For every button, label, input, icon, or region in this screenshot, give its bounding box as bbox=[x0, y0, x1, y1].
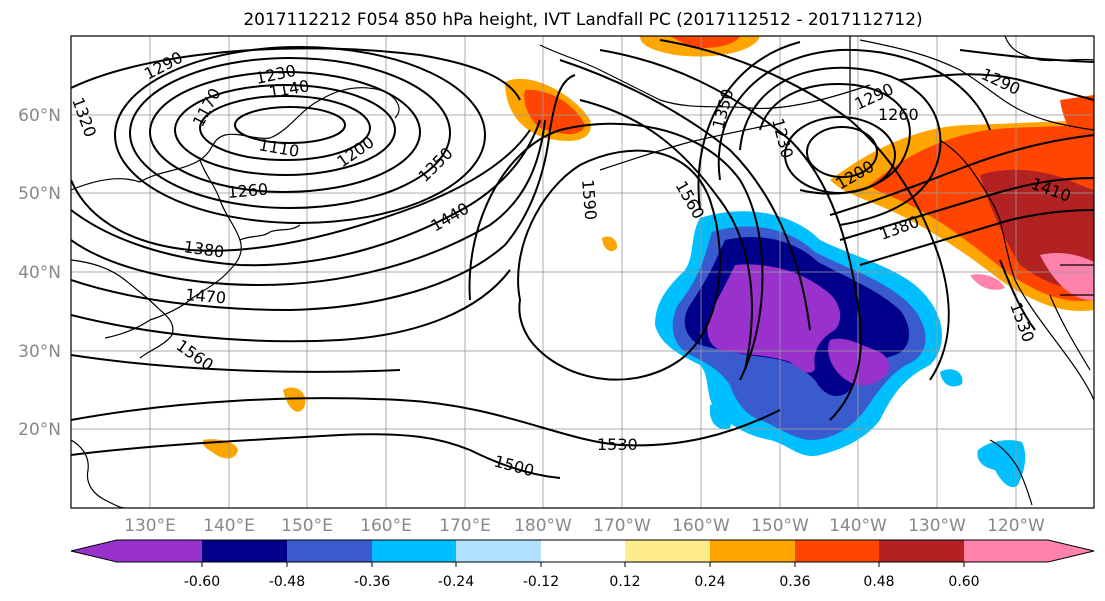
colorbar-tick-label: 0.60 bbox=[948, 574, 979, 590]
lon-label: 160°E bbox=[360, 516, 412, 536]
contour-label: 1590 bbox=[578, 179, 600, 221]
colorbar-segment bbox=[202, 540, 287, 562]
colorbar-arrow-high bbox=[1048, 540, 1094, 562]
height-contours bbox=[71, 39, 1094, 479]
lon-label: 150°E bbox=[281, 516, 333, 536]
lon-label: 120°W bbox=[987, 516, 1045, 536]
lon-label: 130°W bbox=[908, 516, 966, 536]
colorbar-segment bbox=[456, 540, 541, 562]
lon-label: 140°W bbox=[829, 516, 887, 536]
figure-title: 2017112212 F054 850 hPa height, IVT Land… bbox=[243, 10, 922, 30]
lat-label-40n: 40°N bbox=[18, 263, 61, 283]
colorbar-segment bbox=[287, 540, 372, 562]
colorbar-segment bbox=[795, 540, 879, 562]
lon-label: 170°E bbox=[439, 516, 491, 536]
colorbar-segment bbox=[541, 540, 625, 562]
colorbar-ticks bbox=[201, 562, 965, 567]
colorbar-tick-label: -0.48 bbox=[269, 574, 305, 590]
map-content bbox=[71, 36, 1094, 508]
contour-label: 1260 bbox=[878, 105, 919, 124]
colorbar-tick-label: 0.36 bbox=[779, 574, 810, 590]
colorbar-outline bbox=[70, 539, 1095, 563]
lon-label: 170°W bbox=[593, 516, 651, 536]
lon-label: 140°E bbox=[203, 516, 255, 536]
colorbar-segment bbox=[964, 540, 1048, 562]
colorbar: -0.60 -0.48 -0.36 -0.24 -0.12 0.12 0.24 … bbox=[70, 539, 1095, 590]
lon-label: 150°W bbox=[751, 516, 809, 536]
contour-label: 1530 bbox=[597, 435, 638, 454]
colorbar-segment bbox=[879, 540, 964, 562]
lon-label: 130°E bbox=[124, 516, 176, 536]
lat-label-50n: 50°N bbox=[18, 184, 61, 204]
map-frame bbox=[70, 35, 1095, 509]
latitude-labels: 60°N 50°N 40°N 30°N 20°N bbox=[18, 106, 61, 440]
longitude-labels: 130°E 140°E 150°E 160°E 170°E 180°W 170°… bbox=[124, 516, 1045, 536]
lon-label: 180°W bbox=[514, 516, 572, 536]
colorbar-segment bbox=[710, 540, 795, 562]
colorbar-tick-label: -0.36 bbox=[354, 574, 390, 590]
colorbar-segment bbox=[625, 540, 710, 562]
colorbar-tick-label: -0.12 bbox=[523, 574, 559, 590]
lon-label: 160°W bbox=[672, 516, 730, 536]
lat-label-20n: 20°N bbox=[18, 420, 61, 440]
colorbar-tick-label: 0.48 bbox=[863, 574, 894, 590]
contour-label: 1260 bbox=[227, 180, 269, 202]
colorbar-tick-label: -0.24 bbox=[438, 574, 474, 590]
colorbar-arrow-low bbox=[71, 540, 117, 562]
colorbar-tick-label: -0.60 bbox=[184, 574, 220, 590]
colorbar-segment bbox=[372, 540, 456, 562]
colorbar-segment bbox=[117, 540, 202, 562]
colorbar-tick-label: 0.12 bbox=[609, 574, 640, 590]
colorbar-tick-label: 0.24 bbox=[694, 574, 725, 590]
lat-label-60n: 60°N bbox=[18, 106, 61, 126]
contour-label: 1470 bbox=[185, 285, 227, 307]
lat-label-30n: 30°N bbox=[18, 342, 61, 362]
